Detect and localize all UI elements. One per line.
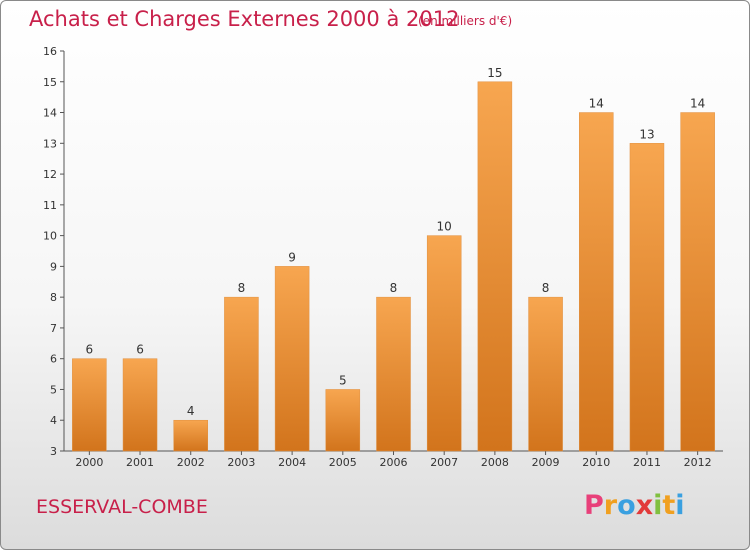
bar-value-label: 13 (639, 127, 654, 141)
x-tick-label: 2002 (177, 456, 205, 469)
y-tick-label: 5 (50, 383, 57, 396)
bar (274, 266, 310, 452)
y-tick-label: 13 (43, 137, 57, 150)
bar (224, 296, 259, 452)
y-tick-label: 16 (43, 45, 57, 58)
y-tick-label: 11 (43, 199, 57, 212)
bar-value-label: 8 (390, 281, 398, 295)
chart-title: Achats et Charges Externes 2000 à 2012 (29, 7, 460, 31)
bar-value-label: 6 (136, 343, 144, 357)
y-tick-label: 4 (50, 414, 57, 427)
bar (426, 235, 462, 452)
bar-value-label: 5 (339, 373, 347, 387)
y-tick-label: 9 (50, 260, 57, 273)
bar-value-label: 14 (589, 97, 604, 111)
y-tick-label: 8 (50, 291, 57, 304)
bars (72, 81, 715, 452)
brand-letter: i (675, 490, 685, 521)
x-tick-label: 2001 (126, 456, 154, 469)
x-tick-label: 2010 (582, 456, 610, 469)
bar (325, 389, 361, 452)
y-tick-label: 14 (43, 107, 57, 120)
bar-value-label: 8 (238, 281, 246, 295)
bar-value-label: 4 (187, 404, 195, 418)
brand-letter: x (635, 490, 654, 521)
x-tick-label: 2007 (430, 456, 458, 469)
y-tick-label: 7 (50, 322, 57, 335)
brand-letter: i (653, 490, 663, 521)
bar (376, 296, 411, 452)
bar-value-label: 6 (86, 343, 94, 357)
brand-letter: t (662, 490, 676, 521)
x-tick-label: 2000 (75, 456, 103, 469)
axes: 3 4 5 6 7 8 9 10 11 12 13 14 15 16 2000 2001 2002 2003 200… (43, 45, 723, 469)
x-tick-label: 2006 (380, 456, 408, 469)
x-tick-label: 2009 (532, 456, 560, 469)
brand-letter: P (584, 490, 604, 521)
bar (173, 419, 208, 452)
y-tick-label: 6 (50, 353, 57, 366)
x-tick-label: 2003 (227, 456, 255, 469)
value-labels: 6 6 4 8 9 5 8 10 15 8 14 13 14 (86, 66, 706, 418)
y-tick-label: 10 (43, 230, 57, 243)
y-tick-label: 3 (50, 445, 57, 458)
x-tick-label: 2012 (684, 456, 712, 469)
y-tick-label: 12 (43, 168, 57, 181)
bar (528, 296, 563, 452)
brand-letter: r (603, 490, 618, 521)
bar (579, 112, 614, 452)
bar-value-label: 10 (437, 220, 452, 234)
x-tick-label: 2008 (481, 456, 509, 469)
chart-subtitle: (en milliers d'€) (418, 14, 513, 28)
bar (477, 81, 513, 452)
x-tick-label: 2005 (329, 456, 357, 469)
y-tick-label: 15 (43, 76, 57, 89)
x-tick-label: 2004 (278, 456, 306, 469)
bar-value-label: 15 (487, 66, 502, 80)
bar (122, 358, 158, 452)
bar (72, 358, 107, 452)
proxiti-logo: Proxiti (584, 490, 685, 521)
bar (680, 112, 715, 452)
bar-value-label: 14 (690, 97, 705, 111)
bar-value-label: 8 (542, 281, 550, 295)
bar (629, 143, 665, 452)
x-tick-label: 2011 (633, 456, 661, 469)
commune-name: ESSERVAL-COMBE (36, 496, 208, 518)
bar-value-label: 9 (288, 250, 296, 264)
brand-letter: o (617, 490, 636, 521)
